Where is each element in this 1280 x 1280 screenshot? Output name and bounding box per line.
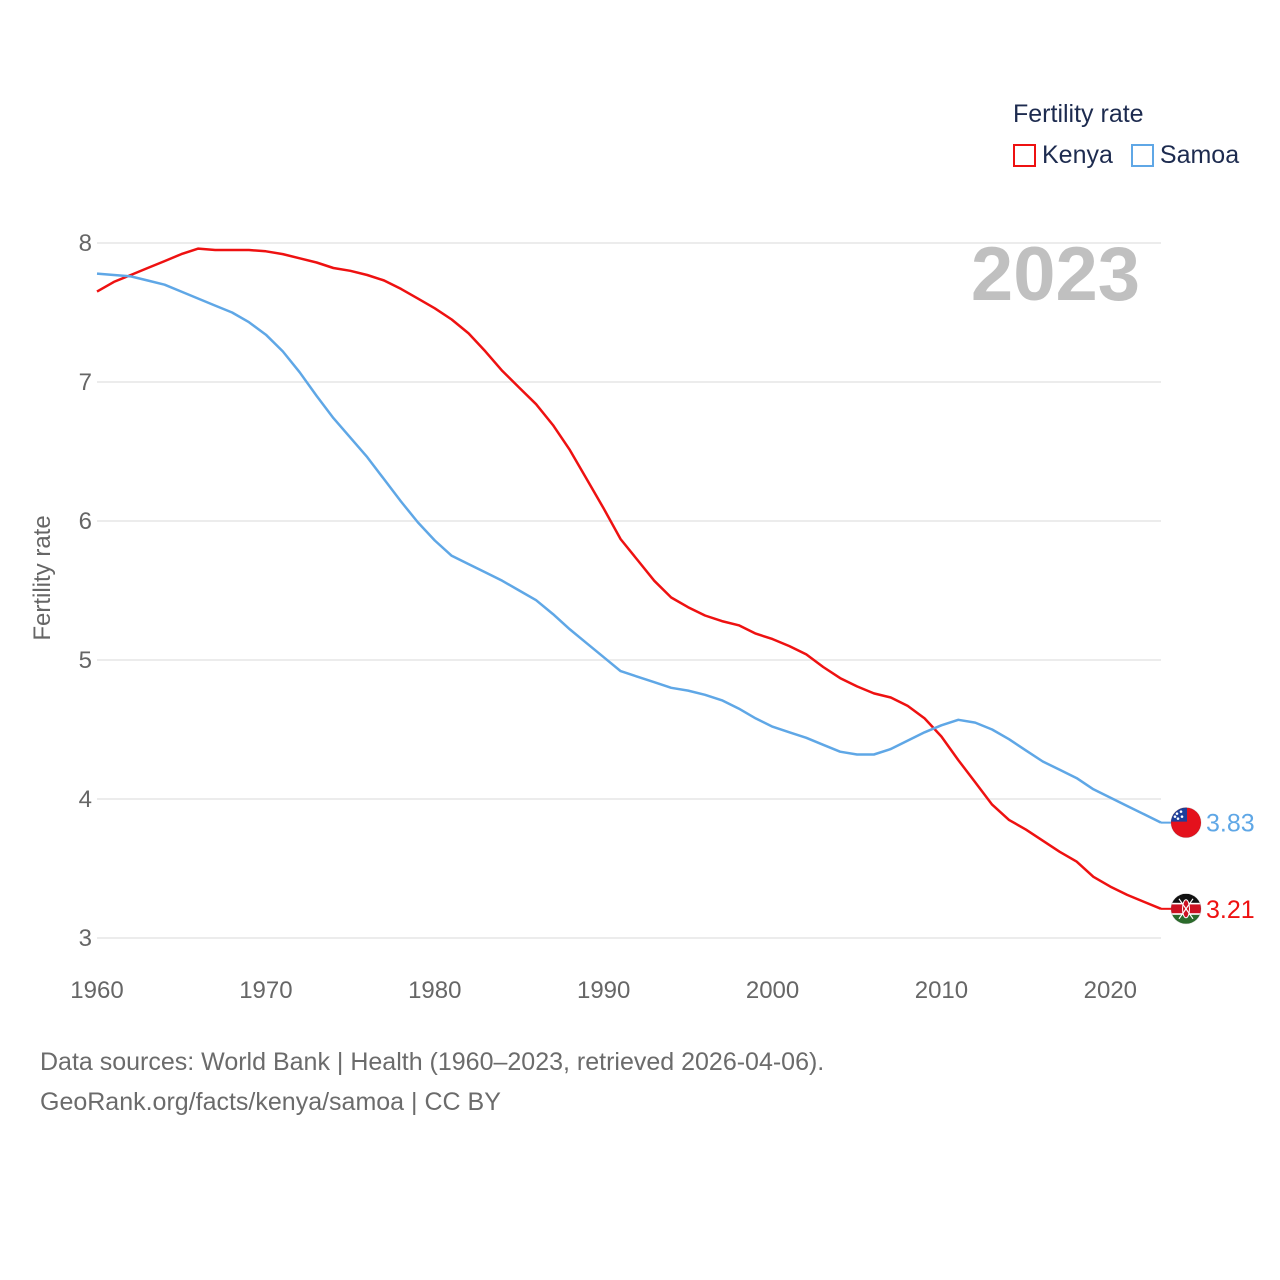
y-tick-label: 4 — [79, 786, 92, 813]
x-tick-label: 2000 — [746, 977, 799, 1004]
x-tick-label: 2020 — [1084, 977, 1137, 1004]
end-value-samoa: 3.83 — [1206, 810, 1255, 838]
year-label: 2023 — [971, 232, 1140, 317]
y-axis-ticks: 3 4 5 6 7 8 — [79, 230, 92, 952]
x-tick-label: 2010 — [915, 977, 968, 1004]
y-tick-label: 3 — [79, 925, 92, 952]
series-end-markers: 3.21 3.83 — [1161, 807, 1255, 925]
y-tick-label: 6 — [79, 508, 92, 535]
x-tick-label: 1970 — [239, 977, 292, 1004]
end-value-kenya: 3.21 — [1206, 896, 1255, 924]
y-tick-label: 5 — [79, 647, 92, 674]
flag-samoa — [1170, 807, 1202, 839]
legend-item-samoa[interactable]: Samoa — [1130, 141, 1240, 170]
x-tick-label: 1980 — [408, 977, 461, 1004]
y-tick-label: 8 — [79, 230, 92, 257]
x-tick-label: 1990 — [577, 977, 630, 1004]
series-line-kenya — [96, 247, 1162, 910]
series-line-samoa — [96, 272, 1162, 824]
x-axis-ticks: 1960 1970 1980 1990 2000 2010 2020 — [70, 977, 1137, 1004]
attribution-line: GeoRank.org/facts/kenya/samoa | CC BY — [40, 1088, 501, 1116]
series-lines — [96, 247, 1162, 910]
x-tick-label: 1960 — [70, 977, 123, 1004]
legend-item-kenya[interactable]: Kenya — [1013, 141, 1113, 170]
legend-swatch-kenya — [1013, 144, 1036, 167]
y-tick-label: 7 — [79, 369, 92, 396]
legend-swatch-samoa — [1130, 144, 1154, 167]
source-line: Data sources: World Bank | Health (1960–… — [40, 1048, 825, 1076]
legend-title: Fertility rate — [1013, 100, 1144, 128]
legend-label-samoa: Samoa — [1159, 141, 1240, 169]
flag-kenya — [1170, 893, 1202, 925]
legend-label-kenya: Kenya — [1042, 141, 1113, 169]
legend: Fertility rate Kenya Samoa — [1013, 100, 1257, 170]
footer: Data sources: World Bank | Health (1960–… — [40, 1042, 824, 1122]
y-axis-label: Fertility rate — [29, 515, 56, 640]
gridlines — [97, 242, 1161, 939]
